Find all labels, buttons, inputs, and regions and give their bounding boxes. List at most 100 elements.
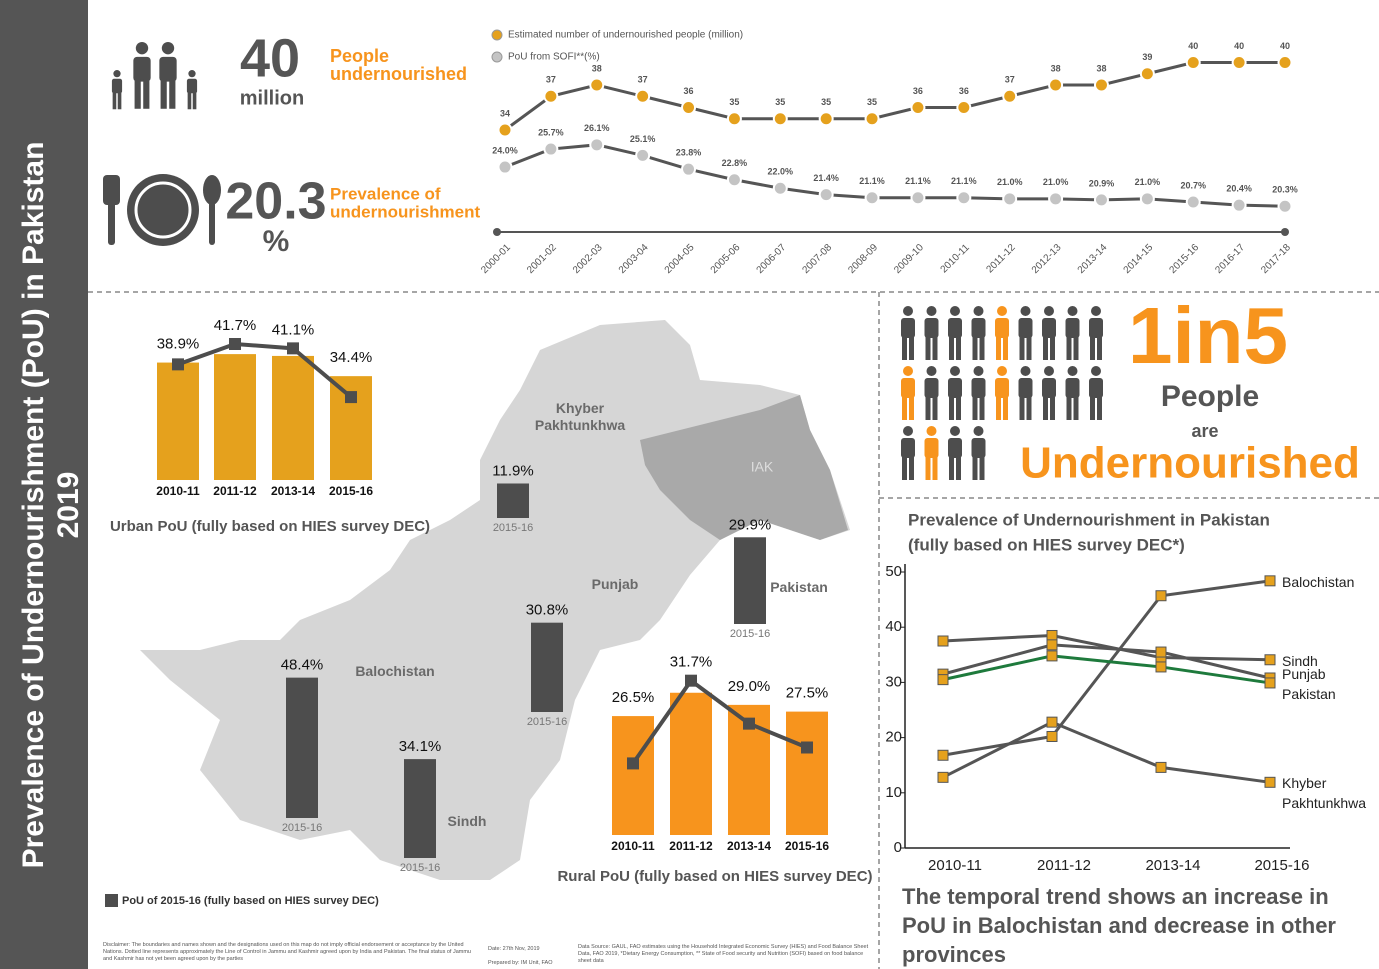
point (956, 100, 972, 115)
bar (786, 711, 828, 835)
side-title: Prevalence of Undernourishment (PoU) in … (17, 142, 50, 869)
stat-label: Prevalence of (330, 184, 441, 203)
icon-person (948, 438, 962, 458)
icon-person (1097, 336, 1102, 360)
data-label: 31.7% (670, 654, 713, 671)
point (743, 717, 755, 730)
data-label: 35 (775, 97, 785, 107)
y-tick-label: 0 (894, 839, 902, 856)
data-source: Data Source: GAUL, FAO estimates using t… (578, 944, 869, 964)
icon-person (1089, 318, 1103, 338)
icon-person (901, 378, 915, 398)
data-label: 20.4% (1226, 184, 1252, 194)
point (1231, 55, 1247, 70)
region-label: Balochistan (355, 663, 435, 679)
series-label: Khyber Pakhtunkhwa (1282, 775, 1367, 812)
data-label: 26.5% (612, 689, 655, 706)
data-label: 48.4% (281, 657, 324, 674)
x-tick-label: 2013-14 (1145, 857, 1200, 874)
series-label: Pakistan (1282, 685, 1336, 702)
data-label: 21.1% (859, 176, 885, 186)
data-label: 41.7% (214, 317, 257, 334)
data-label: 24.0% (492, 145, 518, 155)
icon-person (1019, 336, 1025, 360)
x-tick-label: 2013-14 (727, 839, 771, 853)
icon-person (111, 78, 123, 94)
point (1046, 629, 1058, 641)
icon-person (909, 396, 914, 420)
y-tick-label: 50 (885, 563, 902, 580)
icon-person (1003, 396, 1008, 420)
point (1155, 761, 1167, 773)
point (1264, 677, 1276, 689)
x-tick-label: 2015-16 (1254, 857, 1309, 874)
point (1277, 198, 1293, 214)
icon-person (117, 91, 122, 110)
point (1048, 77, 1064, 93)
icon-person (902, 396, 907, 420)
ratio-line: are (1191, 421, 1218, 441)
point (772, 180, 788, 196)
x-tick-label: 2016-17 (1213, 242, 1247, 276)
region-label: Pakistan (770, 579, 828, 595)
icon-spoon (209, 200, 215, 245)
icon-person (1043, 336, 1048, 360)
data-label: 22.8% (722, 158, 748, 168)
region-label: Khyber Pakhtunkhwa (534, 400, 626, 433)
icon-person (997, 306, 1007, 316)
bar (670, 692, 712, 835)
period-label: 2015-16 (493, 522, 533, 534)
point (726, 172, 742, 188)
icon-person (972, 456, 978, 480)
data-label: 21.0% (1135, 177, 1161, 187)
x-tick-label: 2010-11 (156, 484, 200, 498)
icon-person (1026, 396, 1032, 420)
data-label: 21.4% (813, 173, 839, 183)
chart-title: Rural PoU (fully based on HIES survey DE… (557, 868, 872, 885)
stat-number: 40 (240, 28, 300, 88)
icon-person (1065, 378, 1080, 398)
region-label: Punjab (591, 576, 639, 592)
point (864, 190, 880, 206)
icon-person (979, 456, 985, 480)
point (726, 111, 742, 127)
bar (214, 354, 256, 480)
icon-person (1043, 396, 1048, 420)
point (1277, 55, 1293, 70)
point (818, 111, 834, 127)
data-label: 20.3% (1272, 185, 1298, 195)
icon-person (1091, 306, 1101, 316)
point (1002, 191, 1018, 207)
icon-person (187, 91, 192, 110)
icon-person (956, 336, 961, 360)
icon-person (995, 378, 1009, 398)
icon-fork (103, 175, 120, 205)
x-tick-label: 2017-18 (1259, 242, 1293, 276)
chart-title: (fully based on HIES survey DEC*) (908, 535, 1185, 554)
series-line (631, 677, 808, 765)
series-label: Sindh (1282, 652, 1318, 669)
legend-label: Estimated number of undernourished peopl… (508, 30, 743, 41)
x-tick-label: 2011-12 (213, 484, 257, 498)
point (681, 161, 697, 177)
icon-person (1044, 366, 1054, 376)
point (1231, 197, 1247, 213)
y-tick-label: 40 (885, 618, 902, 635)
icon-person (971, 378, 986, 398)
icon-person (925, 396, 931, 420)
icon-person (903, 306, 913, 316)
data-label: 37 (1005, 75, 1015, 85)
x-tick-label: 2011-12 (669, 839, 713, 853)
point (864, 111, 880, 127)
point (497, 122, 513, 138)
data-label: 34.1% (399, 738, 442, 755)
series-line (942, 633, 1271, 662)
bar (157, 362, 199, 480)
icon-person (973, 426, 984, 436)
point (229, 338, 241, 350)
icon-person (1073, 336, 1079, 360)
icon-person (971, 318, 986, 338)
legend-marker (491, 29, 503, 41)
icon-person (924, 378, 939, 398)
point (937, 674, 949, 686)
